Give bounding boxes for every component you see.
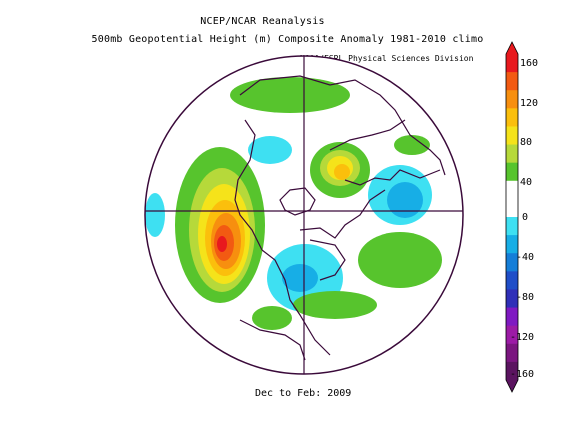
colorbar-label: -80 [516, 292, 535, 303]
colorbar-top-arrow [506, 42, 518, 54]
colorbar-segment [506, 307, 518, 327]
colorbar-label: 120 [520, 98, 539, 109]
credit-label: NOAA/ESRL Physical Sciences Division [300, 54, 474, 63]
colorbar-label: -40 [516, 252, 535, 263]
colorbar-segment [506, 126, 518, 146]
colorbar-segment [506, 90, 518, 109]
colorbar-segment [506, 325, 518, 345]
colorbar-segment [506, 253, 518, 272]
colorbar-segment [506, 108, 518, 127]
colorbar-label: -160 [510, 369, 535, 380]
colorbar-outline [505, 41, 519, 393]
date-caption: Dec to Feb: 2009 [255, 388, 352, 399]
colorbar-bottom-arrow [506, 380, 518, 392]
europe-negative-anomaly [387, 182, 423, 218]
subtropical-positive-anomaly [293, 291, 377, 319]
coastlines [234, 75, 446, 361]
north-america-negative-anomaly [282, 264, 318, 292]
chart-subtitle: 500mb Geopotential Height (m) Composite … [91, 34, 484, 45]
siberia-negative-anomaly [248, 136, 292, 164]
colorbar-segment [506, 271, 518, 290]
colorbar-segment [506, 361, 518, 381]
colorbar-segment [506, 343, 518, 363]
colorbar-segment [506, 180, 518, 200]
colorbar-label: -120 [510, 332, 535, 343]
colorbar-segment [506, 144, 518, 164]
colorbar [505, 41, 519, 393]
pacific-anomaly-160 [217, 236, 227, 252]
atlantic-positive-anomaly [358, 232, 442, 288]
colorbar-segment [506, 217, 518, 236]
colorbar-segment [506, 54, 518, 73]
colorbar-label: 40 [520, 177, 533, 188]
anomaly-field [145, 56, 463, 374]
chart-title: NCEP/NCAR Reanalysis [200, 16, 325, 27]
colorbar-label: 0 [522, 212, 529, 223]
colorbar-label: 160 [520, 58, 539, 69]
colorbar-segment [506, 162, 518, 182]
arctic-rim-anomaly [230, 77, 350, 113]
colorbar-label: 80 [520, 137, 533, 148]
colorbar-segment [506, 198, 518, 218]
colorbar-segment [506, 289, 518, 309]
colorbar-segment [506, 72, 518, 91]
map-boundary [144, 55, 464, 375]
colorbar-segment [506, 235, 518, 254]
